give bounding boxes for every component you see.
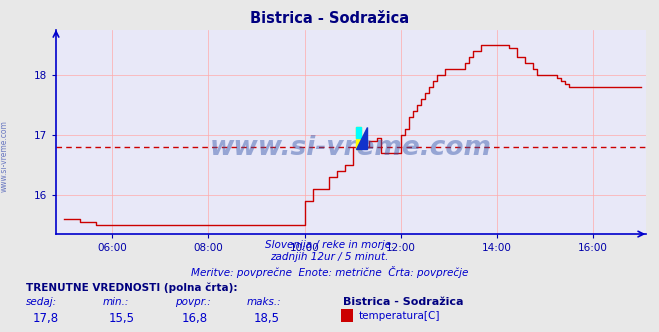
Text: zadnjih 12ur / 5 minut.: zadnjih 12ur / 5 minut.	[270, 252, 389, 262]
Text: TRENUTNE VREDNOSTI (polna črta):: TRENUTNE VREDNOSTI (polna črta):	[26, 283, 238, 293]
Text: min.:: min.:	[102, 297, 129, 307]
Text: www.si-vreme.com: www.si-vreme.com	[210, 135, 492, 161]
Text: www.si-vreme.com: www.si-vreme.com	[0, 120, 9, 192]
Text: maks.:: maks.:	[247, 297, 282, 307]
Text: Slovenija / reke in morje.: Slovenija / reke in morje.	[265, 240, 394, 250]
Text: povpr.:: povpr.:	[175, 297, 210, 307]
Text: 15,5: 15,5	[109, 312, 134, 325]
Bar	[356, 126, 361, 149]
Text: Bistrica - Sodražica: Bistrica - Sodražica	[343, 297, 463, 307]
Text: 16,8: 16,8	[181, 312, 208, 325]
Text: temperatura[C]: temperatura[C]	[359, 311, 441, 321]
Text: Meritve: povprečne  Enote: metrične  Črta: povprečje: Meritve: povprečne Enote: metrične Črta:…	[191, 266, 468, 278]
Polygon shape	[356, 126, 366, 149]
Text: Bistrica - Sodražica: Bistrica - Sodražica	[250, 11, 409, 26]
Bar	[356, 126, 361, 138]
Text: sedaj:: sedaj:	[26, 297, 57, 307]
Text: 17,8: 17,8	[33, 312, 59, 325]
Text: 18,5: 18,5	[254, 312, 279, 325]
